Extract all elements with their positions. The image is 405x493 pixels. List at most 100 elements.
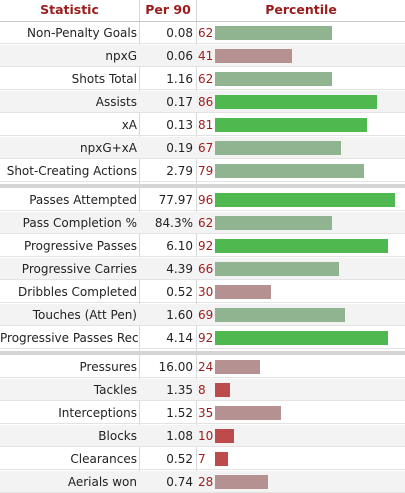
per90-value: 0.17 bbox=[166, 95, 193, 109]
per90-value: 1.16 bbox=[166, 72, 193, 86]
percentile-value: 10 bbox=[198, 429, 214, 443]
stat-row: Shot-Creating Actions 2.79 79 bbox=[0, 160, 405, 182]
stat-row: Non-Penalty Goals 0.08 62 bbox=[0, 22, 405, 44]
per90-value: 2.79 bbox=[166, 164, 193, 178]
stat-label: Tackles bbox=[93, 383, 137, 397]
stat-label: Dribbles Completed bbox=[18, 285, 137, 299]
per90-value: 0.19 bbox=[166, 141, 193, 155]
stat-row: Assists 0.17 86 bbox=[0, 91, 405, 113]
header-statistic: Statistic bbox=[40, 2, 99, 17]
per90-value: 4.39 bbox=[166, 262, 193, 276]
percentile-bar bbox=[215, 429, 234, 443]
per90-value: 16.00 bbox=[158, 360, 193, 374]
percentile-bar bbox=[215, 193, 395, 207]
row-divider bbox=[0, 233, 405, 234]
stat-label: npxG+xA bbox=[80, 141, 137, 155]
stat-row: Shots Total 1.16 62 bbox=[0, 68, 405, 90]
percentile-value: 96 bbox=[198, 193, 214, 207]
per90-value: 0.08 bbox=[166, 26, 193, 40]
stat-row: npxG+xA 0.19 67 bbox=[0, 137, 405, 159]
stat-label: xA bbox=[121, 118, 137, 132]
section-divider bbox=[0, 184, 405, 188]
stat-row: Pressures 16.00 24 bbox=[0, 356, 405, 378]
row-divider bbox=[0, 256, 405, 257]
stat-row: Progressive Passes 6.10 92 bbox=[0, 235, 405, 257]
percentile-value: 69 bbox=[198, 308, 214, 322]
percentile-value: 66 bbox=[198, 262, 214, 276]
per90-value: 0.13 bbox=[166, 118, 193, 132]
per90-value: 4.14 bbox=[166, 331, 193, 345]
percentile-value: 92 bbox=[198, 239, 214, 253]
percentile-bar bbox=[215, 118, 367, 132]
row-divider bbox=[0, 279, 405, 280]
header-per90: Per 90 bbox=[145, 2, 191, 17]
percentile-bar bbox=[215, 141, 341, 155]
row-divider bbox=[0, 377, 405, 378]
percentile-bar bbox=[215, 285, 271, 299]
row-divider bbox=[0, 181, 405, 182]
percentile-bar bbox=[215, 216, 332, 230]
percentile-value: 62 bbox=[198, 26, 214, 40]
percentile-bar bbox=[215, 452, 228, 466]
row-divider bbox=[0, 325, 405, 326]
percentile-bar bbox=[215, 95, 377, 109]
percentile-value: 30 bbox=[198, 285, 214, 299]
stat-row: Progressive Passes Rec 4.14 92 bbox=[0, 327, 405, 349]
stat-label: Touches (Att Pen) bbox=[32, 308, 137, 322]
row-divider bbox=[0, 158, 405, 159]
stat-label: Clearances bbox=[70, 452, 137, 466]
stat-label: Assists bbox=[95, 95, 137, 109]
percentile-value: 28 bbox=[198, 475, 214, 489]
row-divider bbox=[0, 135, 405, 136]
row-divider bbox=[0, 43, 405, 44]
row-divider bbox=[0, 112, 405, 113]
percentile-value: 35 bbox=[198, 406, 214, 420]
percentile-value: 41 bbox=[198, 49, 214, 63]
percentile-bar bbox=[215, 406, 281, 420]
percentile-bar bbox=[215, 360, 260, 374]
per90-value: 1.08 bbox=[166, 429, 193, 443]
stat-label: Shot-Creating Actions bbox=[6, 164, 137, 178]
stat-row: npxG 0.06 41 bbox=[0, 45, 405, 67]
per90-value: 0.06 bbox=[166, 49, 193, 63]
percentile-bar bbox=[215, 72, 332, 86]
stat-label: Progressive Passes Rec bbox=[0, 331, 139, 345]
stat-row: Clearances 0.52 7 bbox=[0, 448, 405, 470]
percentile-value: 92 bbox=[198, 331, 214, 345]
per90-value: 1.52 bbox=[166, 406, 193, 420]
row-divider bbox=[0, 302, 405, 303]
percentile-value: 81 bbox=[198, 118, 214, 132]
percentile-bar bbox=[215, 331, 388, 345]
row-divider bbox=[0, 210, 405, 211]
row-divider bbox=[0, 423, 405, 424]
per90-value: 77.97 bbox=[158, 193, 193, 207]
stat-row: Pass Completion % 84.3% 62 bbox=[0, 212, 405, 234]
header-percentile: Percentile bbox=[265, 2, 337, 17]
stat-row: Touches (Att Pen) 1.60 69 bbox=[0, 304, 405, 326]
stat-label: Progressive Passes bbox=[23, 239, 137, 253]
per90-value: 1.35 bbox=[166, 383, 193, 397]
section-divider bbox=[0, 351, 405, 355]
row-divider bbox=[0, 348, 405, 349]
percentile-bar bbox=[215, 239, 388, 253]
stat-row: Tackles 1.35 8 bbox=[0, 379, 405, 401]
percentile-value: 8 bbox=[198, 383, 206, 397]
per90-value: 84.3% bbox=[154, 216, 193, 230]
stat-label: Pressures bbox=[79, 360, 138, 374]
percentile-bar bbox=[215, 164, 364, 178]
header-divider bbox=[0, 21, 405, 22]
stat-label: npxG bbox=[105, 49, 137, 63]
percentile-value: 86 bbox=[198, 95, 214, 109]
stat-label: Non-Penalty Goals bbox=[27, 26, 137, 40]
percentile-value: 67 bbox=[198, 141, 214, 155]
stat-label: Progressive Carries bbox=[21, 262, 137, 276]
per90-value: 0.74 bbox=[166, 475, 193, 489]
column-divider bbox=[139, 0, 140, 485]
percentile-value: 7 bbox=[198, 452, 206, 466]
row-divider bbox=[0, 400, 405, 401]
percentile-value: 62 bbox=[198, 72, 214, 86]
row-divider bbox=[0, 66, 405, 67]
per90-value: 0.52 bbox=[166, 285, 193, 299]
stat-row: Interceptions 1.52 35 bbox=[0, 402, 405, 424]
